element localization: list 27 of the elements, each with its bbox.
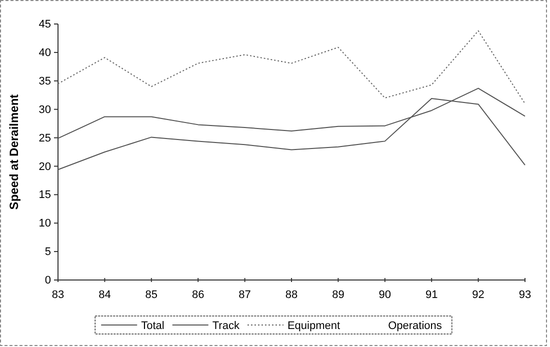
text: Operations — [388, 320, 442, 332]
legend-label: Total — [141, 320, 164, 332]
y-tick-label: 25 — [38, 132, 51, 144]
legend-label: Track — [212, 320, 240, 332]
y-tick-label: 5 — [44, 246, 51, 258]
y-axis-title: Speed at Derailment — [7, 94, 21, 210]
y-tick-label: 0 — [44, 274, 51, 287]
y-tick-label: 10 — [38, 218, 51, 230]
y-tick-label: 45 — [38, 18, 51, 31]
x-tick-label: 93 — [518, 289, 532, 301]
y-tick-label: 15 — [38, 189, 51, 202]
y-tick-label: 35 — [38, 75, 51, 88]
x-tick-label: 83 — [52, 289, 64, 301]
x-tick-label: 87 — [238, 289, 251, 301]
x-tick-label: 91 — [425, 289, 438, 301]
x-tick-label: 86 — [192, 289, 204, 301]
y-tick-label: 30 — [38, 104, 51, 116]
line-series — [58, 30, 526, 104]
y-tick-label: 40 — [38, 46, 51, 59]
y-tick-label: 20 — [38, 160, 51, 173]
x-tick-label: 88 — [285, 289, 298, 301]
x-tick-label: 92 — [472, 289, 484, 301]
x-tick-label: 84 — [98, 289, 111, 301]
x-tick-label: 90 — [378, 289, 392, 301]
legend-label: Equipment — [287, 320, 340, 332]
x-tick-label: 89 — [332, 289, 344, 301]
x-tick-label: 85 — [145, 289, 158, 301]
